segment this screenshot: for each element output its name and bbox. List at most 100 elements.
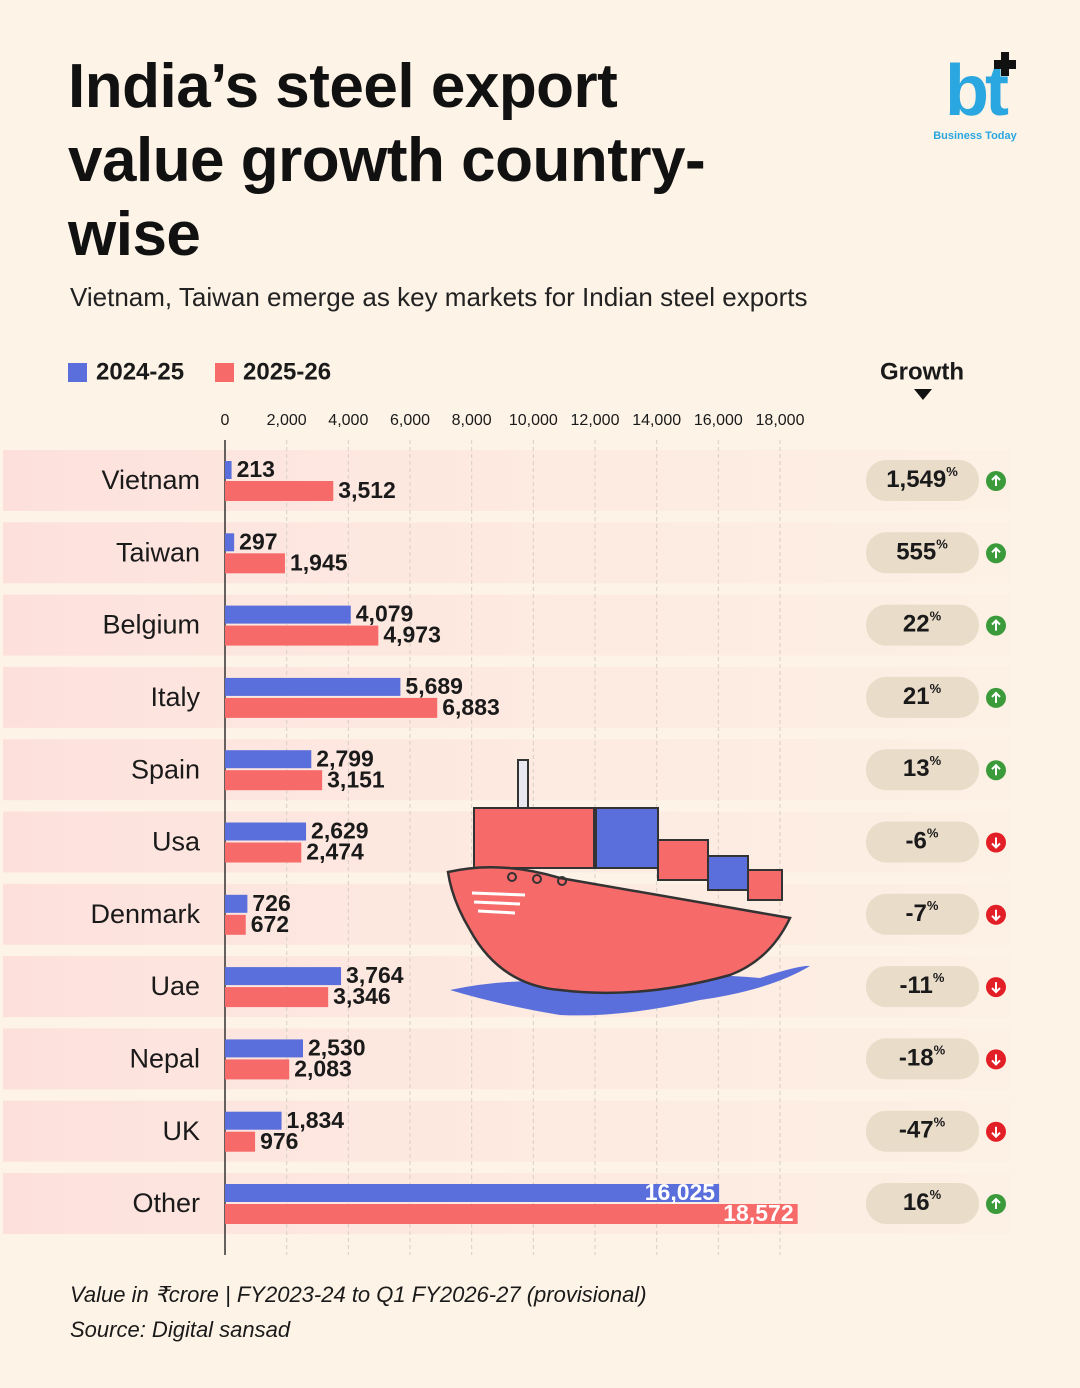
legend-label: 2025-26 bbox=[243, 358, 331, 385]
value-label: 3,512 bbox=[338, 477, 396, 503]
chart-subtitle: Vietnam, Taiwan emerge as key markets fo… bbox=[70, 282, 808, 312]
growth-label: 21% bbox=[903, 681, 942, 710]
growth-unit: % bbox=[930, 609, 942, 624]
growth-arrow bbox=[986, 471, 1006, 491]
growth-unit: % bbox=[930, 754, 942, 769]
legend-label: 2024-25 bbox=[96, 358, 184, 385]
growth-arrow bbox=[986, 977, 1006, 998]
growth-label: -11% bbox=[900, 971, 945, 1000]
growth-label: 16% bbox=[903, 1187, 942, 1216]
value-label: 2,629 bbox=[311, 818, 369, 844]
x-tick-label: 12,000 bbox=[571, 412, 620, 429]
y-tick-label: Italy bbox=[150, 682, 200, 712]
value-label: 4,973 bbox=[383, 622, 441, 648]
growth-pill bbox=[866, 604, 979, 646]
bar bbox=[225, 1184, 720, 1202]
growth-arrow-glyph bbox=[991, 691, 1001, 703]
growth-value: -7 bbox=[906, 900, 927, 927]
mast bbox=[517, 759, 529, 841]
bar bbox=[225, 1111, 282, 1130]
bar bbox=[225, 677, 401, 696]
value-label: 2,083 bbox=[294, 1055, 352, 1081]
growth-arrow bbox=[986, 1049, 1006, 1070]
growth-pill bbox=[866, 460, 979, 501]
growth-value: -47 bbox=[899, 1117, 934, 1144]
y-tick-label: Taiwan bbox=[116, 537, 200, 567]
value-label: 213 bbox=[237, 456, 275, 482]
row-band bbox=[3, 739, 1010, 801]
porthole bbox=[557, 876, 567, 886]
bar bbox=[225, 461, 232, 479]
value-label: 726 bbox=[252, 890, 290, 916]
growth-arrow bbox=[986, 832, 1006, 853]
row-band bbox=[3, 450, 1010, 511]
logo-accent bbox=[1001, 52, 1009, 76]
y-tick-label: Belgium bbox=[102, 610, 200, 640]
growth-pill bbox=[866, 821, 979, 863]
y-tick-label: Usa bbox=[152, 827, 201, 857]
logo-name: Business Today bbox=[933, 130, 1017, 142]
bar bbox=[225, 894, 248, 913]
bar bbox=[225, 750, 312, 769]
growth-pill bbox=[866, 1038, 979, 1080]
value-label: 3,346 bbox=[333, 983, 391, 1009]
growth-value: -6 bbox=[906, 828, 927, 855]
growth-value: -18 bbox=[899, 1045, 934, 1072]
row-band bbox=[3, 883, 1010, 945]
x-tick-label: 10,000 bbox=[509, 412, 558, 429]
growth-arrow-glyph bbox=[991, 474, 1001, 486]
bar bbox=[225, 1039, 304, 1058]
porthole bbox=[507, 872, 517, 882]
bar bbox=[225, 625, 379, 646]
value-label: 976 bbox=[260, 1128, 298, 1154]
growth-arrow bbox=[986, 615, 1006, 636]
bar bbox=[225, 842, 302, 863]
growth-label: 13% bbox=[903, 754, 942, 783]
bar bbox=[225, 967, 342, 986]
growth-arrow-glyph bbox=[991, 982, 1001, 994]
growth-arrow bbox=[986, 687, 1006, 708]
x-tick-label: 4,000 bbox=[328, 412, 368, 429]
containers bbox=[595, 807, 659, 869]
legend-swatch bbox=[68, 363, 87, 382]
value-label: 2,799 bbox=[316, 745, 374, 771]
growth-arrow-glyph bbox=[991, 909, 1001, 922]
growth-arrow bbox=[986, 904, 1006, 925]
growth-label: -47% bbox=[899, 1115, 946, 1144]
growth-value: 13 bbox=[903, 756, 930, 783]
bar bbox=[225, 697, 438, 718]
x-tick-label: 16,000 bbox=[694, 412, 743, 429]
bar bbox=[225, 1131, 256, 1152]
growth-label: -18% bbox=[899, 1043, 946, 1072]
x-tick-label: 6,000 bbox=[390, 412, 430, 429]
value-label: 672 bbox=[251, 911, 289, 937]
bar bbox=[225, 1059, 290, 1080]
y-tick-label: Vietnam bbox=[101, 465, 200, 495]
y-tick-label: Denmark bbox=[90, 899, 200, 929]
value-label: 2,530 bbox=[308, 1034, 366, 1060]
value-label: 16,025 bbox=[645, 1179, 716, 1205]
value-label: 3,764 bbox=[346, 962, 404, 988]
growth-pill bbox=[866, 1110, 979, 1152]
growth-value: 22 bbox=[903, 611, 930, 638]
growth-arrow-glyph bbox=[991, 763, 1001, 776]
row-band bbox=[3, 1173, 1010, 1234]
ship bbox=[446, 759, 810, 1016]
row-band bbox=[3, 956, 1010, 1018]
growth-pill bbox=[866, 966, 979, 1008]
water bbox=[450, 965, 810, 1016]
growth-unit: % bbox=[946, 464, 958, 479]
growth-arrow-glyph bbox=[991, 546, 1001, 559]
growth-unit: % bbox=[933, 971, 945, 986]
containers bbox=[747, 869, 783, 901]
containers bbox=[473, 807, 595, 869]
growth-arrow bbox=[986, 543, 1006, 564]
x-tick-label: 18,000 bbox=[756, 412, 805, 429]
growth-pill bbox=[866, 676, 979, 718]
y-tick-label: UK bbox=[162, 1116, 200, 1146]
containers bbox=[657, 839, 709, 881]
growth-label: 1,549% bbox=[886, 464, 958, 493]
bar bbox=[225, 481, 334, 501]
row-band bbox=[3, 594, 1010, 656]
